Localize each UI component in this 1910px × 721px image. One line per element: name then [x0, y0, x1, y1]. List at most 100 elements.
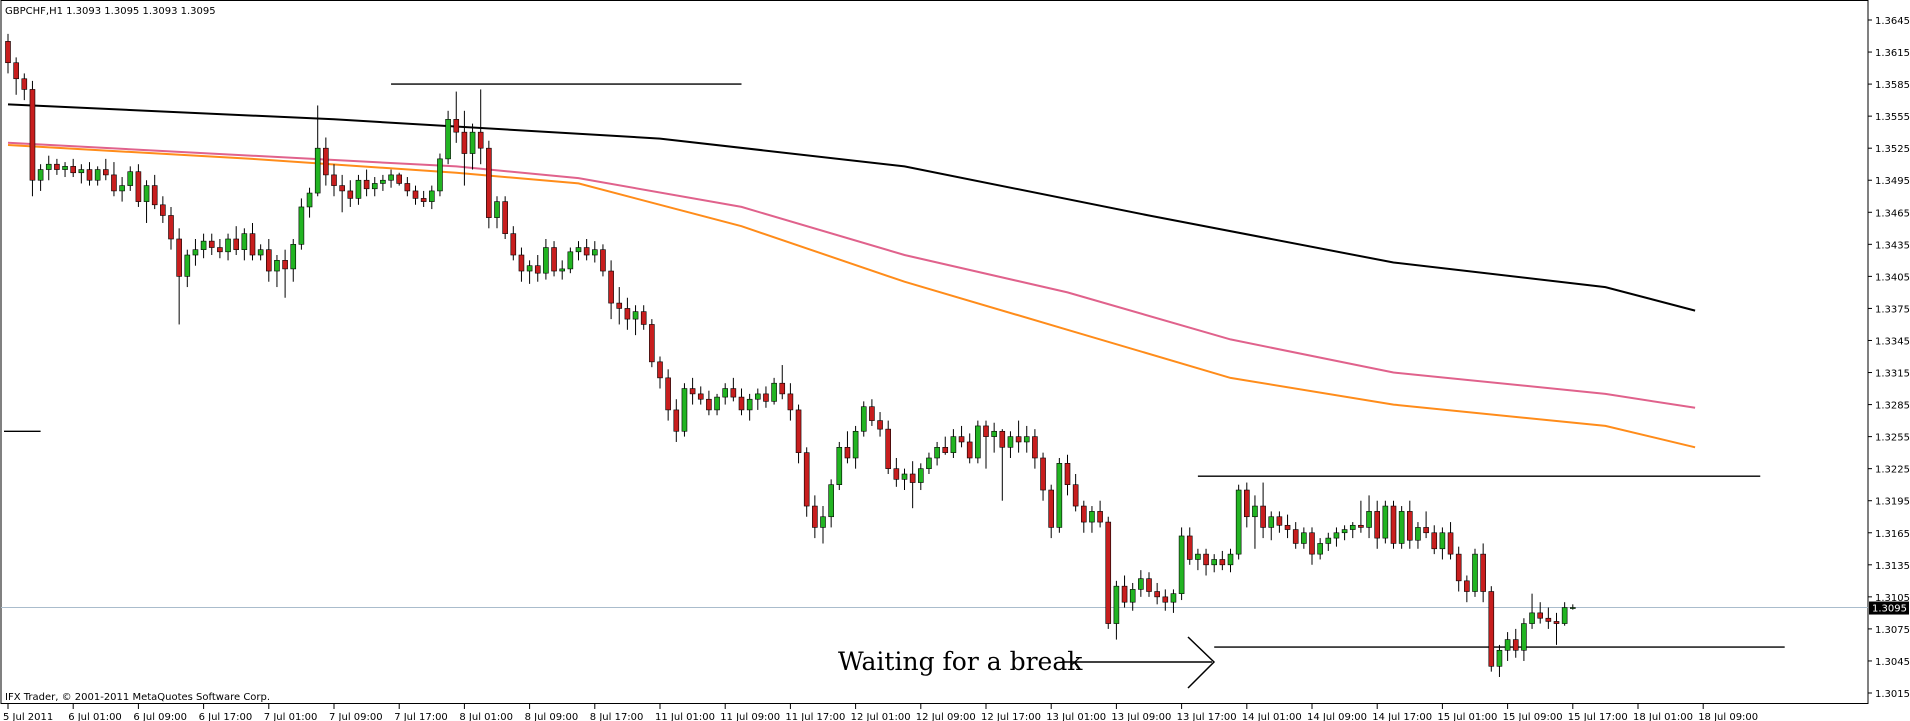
candle-83: [681, 383, 688, 437]
candle-body-22: [184, 254, 191, 277]
candle-79: [649, 319, 655, 368]
candle-body-151: [1235, 489, 1242, 555]
price-tick-label-3: 1.3555: [1875, 112, 1910, 123]
candle-body-119: [975, 425, 981, 459]
annotation-text: Waiting for a break: [838, 647, 1083, 676]
candle-69: [567, 247, 574, 274]
candle-body-139: [1138, 578, 1144, 590]
candle-body-88: [722, 388, 729, 398]
candle-103: [844, 431, 851, 464]
candle-body-19: [160, 204, 166, 216]
candle-163: [1333, 527, 1340, 547]
candle-body-47: [388, 174, 394, 181]
candle-106: [869, 399, 875, 426]
candle-body-123: [1007, 436, 1014, 448]
annotation-group: Waiting for a break: [838, 636, 1216, 689]
candle-24: [200, 233, 207, 259]
candle-23: [192, 238, 199, 266]
candle-body-146: [1195, 553, 1201, 560]
candle-body-57: [469, 131, 476, 154]
plot-frame: [0, 0, 1869, 704]
candle-body-186: [1521, 623, 1527, 651]
candle-109: [893, 457, 900, 487]
time-tick-label-19: 14 Jul 01:00: [1242, 712, 1302, 721]
candle-body-51: [420, 198, 427, 202]
candle-177: [1447, 522, 1454, 560]
candle-73: [600, 244, 606, 277]
candle-body-164: [1341, 529, 1348, 534]
price-tick-label-7: 1.3435: [1875, 240, 1910, 251]
candle-57: [469, 123, 476, 170]
candle-body-80: [657, 361, 663, 379]
candlestick-series: [5, 33, 1576, 677]
candle-98: [803, 447, 810, 517]
candle-body-169: [1382, 505, 1389, 539]
candle-body-129: [1056, 463, 1063, 528]
candle-body-85: [697, 393, 704, 400]
candle-body-102: [836, 447, 843, 485]
candle-129: [1056, 457, 1063, 533]
candle-43: [355, 174, 362, 205]
candle-0: [5, 33, 11, 74]
candle-47: [388, 169, 394, 188]
candle-161: [1317, 538, 1323, 560]
current-price-tag-bg: [1869, 601, 1909, 615]
candle-155: [1268, 511, 1275, 541]
price-tick-label-6: 1.3465: [1875, 208, 1910, 219]
candle-body-60: [494, 201, 500, 218]
candle-body-7: [62, 166, 68, 170]
price-tick-label-14: 1.3225: [1875, 465, 1910, 476]
candle-141: [1154, 582, 1160, 605]
candle-body-2: [21, 78, 28, 90]
candle-body-77: [632, 311, 639, 320]
candle-body-8: [70, 166, 76, 174]
candle-body-165: [1349, 524, 1356, 530]
candle-192: [1570, 604, 1576, 610]
candle-19: [160, 196, 166, 223]
candle-body-173: [1415, 527, 1421, 541]
time-tick-label-18: 13 Jul 17:00: [1177, 712, 1237, 721]
candle-60: [494, 196, 500, 229]
candle-body-131: [1072, 484, 1079, 507]
candle-39: [323, 137, 329, 186]
candle-body-96: [787, 393, 794, 411]
price-tick-label-12: 1.3285: [1875, 401, 1910, 412]
candle-body-11: [94, 169, 101, 181]
candle-body-182: [1488, 591, 1495, 667]
candle-body-45: [371, 183, 378, 190]
candle-body-142: [1162, 596, 1169, 603]
candle-82: [673, 399, 680, 442]
candle-55: [453, 91, 460, 143]
candle-35: [290, 238, 297, 282]
candle-151: [1235, 484, 1242, 560]
candle-body-148: [1211, 559, 1217, 566]
candle-187: [1529, 593, 1535, 629]
candle-body-145: [1186, 535, 1193, 560]
candle-179: [1464, 575, 1470, 603]
candle-21: [176, 228, 182, 325]
candle-body-63: [518, 254, 525, 272]
candle-body-32: [265, 249, 272, 272]
candle-75: [616, 287, 623, 325]
candle-110: [901, 468, 908, 491]
candle-58: [477, 89, 484, 165]
candle-41: [339, 174, 345, 213]
candle-74: [608, 260, 614, 320]
price-tick-label-16: 1.3165: [1875, 529, 1910, 540]
candle-body-117: [958, 436, 965, 443]
candle-3: [29, 80, 36, 197]
candle-body-159: [1301, 532, 1307, 544]
candle-62: [510, 226, 517, 261]
moving-averages: [7, 103, 1696, 449]
time-tick-label-9: 8 Jul 17:00: [590, 712, 644, 721]
candle-body-106: [869, 406, 875, 421]
candle-22: [184, 249, 191, 288]
candle-body-122: [999, 430, 1006, 448]
candle-122: [999, 429, 1006, 501]
price-tick-label-1: 1.3615: [1875, 48, 1910, 59]
candle-body-1: [13, 62, 19, 80]
candle-body-13: [111, 174, 117, 192]
candle-body-12: [103, 169, 109, 176]
candle-120: [983, 420, 989, 469]
